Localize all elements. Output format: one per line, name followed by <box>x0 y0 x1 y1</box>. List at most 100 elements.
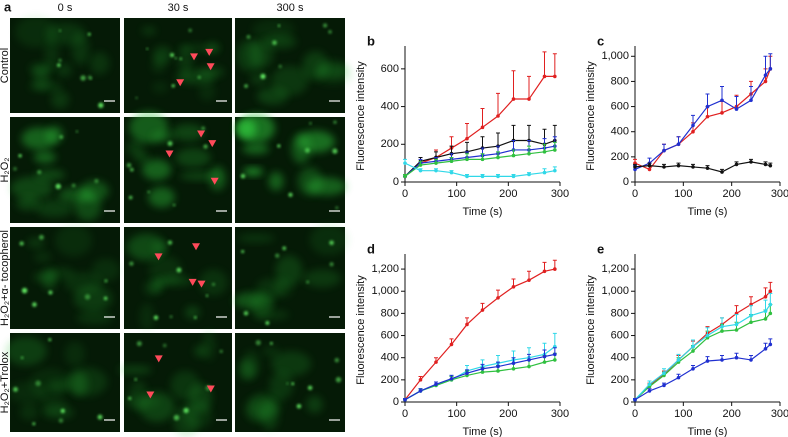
cell-glow <box>14 16 57 48</box>
data-point <box>705 104 710 109</box>
speck <box>21 287 28 294</box>
speck <box>174 57 177 60</box>
error-bar <box>480 107 485 128</box>
cell-glow <box>172 123 205 141</box>
speck <box>329 240 334 246</box>
data-point <box>511 153 516 158</box>
column-header: 0 s <box>58 2 73 14</box>
cell-glow <box>16 196 40 211</box>
speck <box>335 376 342 383</box>
x-tick-label: 200 <box>499 188 517 200</box>
y-tick-label: 800 <box>381 307 399 319</box>
micrograph-bg <box>124 18 232 113</box>
cell-glow <box>89 52 110 75</box>
cell-glow <box>237 233 275 243</box>
cell-glow <box>275 255 303 286</box>
speck <box>183 407 189 414</box>
cell-glow <box>194 345 207 358</box>
data-point <box>553 168 557 173</box>
data-point <box>768 311 773 316</box>
speck <box>170 53 175 58</box>
error-bar <box>527 75 531 100</box>
data-point <box>480 157 485 162</box>
error-bar <box>763 55 768 76</box>
cell-glow <box>35 169 66 181</box>
panel-label: a <box>4 0 12 14</box>
speck <box>334 357 339 363</box>
speck <box>241 250 245 254</box>
speck <box>270 342 273 345</box>
y-tick-label: 200 <box>381 374 399 386</box>
cell-glow <box>148 187 175 208</box>
cell-glow <box>242 143 270 154</box>
cell-glow <box>141 26 157 36</box>
series-line <box>404 145 555 177</box>
data-point <box>647 167 652 172</box>
speck <box>188 28 192 33</box>
data-point <box>542 170 547 175</box>
speck <box>20 356 24 360</box>
data-point <box>511 285 516 289</box>
cell-glow <box>44 39 59 70</box>
speck <box>94 178 99 183</box>
cell-glow <box>244 395 276 421</box>
data-point <box>465 371 469 376</box>
speck <box>57 63 61 67</box>
speck <box>32 422 36 426</box>
cell-glow <box>54 224 93 257</box>
speck <box>87 75 92 80</box>
speck <box>128 195 133 200</box>
cell-glow <box>248 39 274 69</box>
data-point <box>418 168 423 173</box>
speck <box>39 234 44 240</box>
data-point <box>465 322 469 327</box>
data-point <box>542 74 547 79</box>
speck <box>87 32 91 36</box>
cell-glow <box>256 277 286 298</box>
data-point <box>691 123 695 128</box>
cell-glow <box>76 311 113 325</box>
cell-glow <box>268 171 284 191</box>
y-axis-label: Fluorescence intensity <box>355 275 367 385</box>
data-point <box>496 369 500 373</box>
cell-glow <box>8 381 48 404</box>
arrowhead <box>146 391 155 399</box>
cell-glow <box>29 63 53 75</box>
y-tick-label: 0 <box>393 176 399 188</box>
cell-glow <box>139 302 155 331</box>
series-line <box>404 353 555 401</box>
speck <box>332 148 338 154</box>
speck <box>309 122 312 125</box>
data-point <box>662 371 666 376</box>
data-point <box>542 354 547 359</box>
cell-glow <box>235 292 264 307</box>
cell-glow <box>56 63 72 77</box>
data-point <box>749 98 753 103</box>
data-point <box>496 114 500 118</box>
row-label: H₂O₂+α- tocopherol <box>0 230 11 326</box>
arrowhead <box>165 150 174 158</box>
cell-glow <box>65 367 108 397</box>
cell-glow <box>42 267 57 291</box>
data-point <box>465 136 469 141</box>
speck <box>75 130 79 133</box>
speck <box>58 418 64 423</box>
speck <box>104 279 108 283</box>
speck <box>172 203 176 207</box>
cell-glow <box>306 395 323 414</box>
speck <box>275 253 280 258</box>
speck <box>323 23 328 28</box>
data-point <box>647 382 652 387</box>
data-point <box>553 358 557 362</box>
arrowhead <box>154 355 163 363</box>
x-tick-label: 200 <box>722 188 740 200</box>
micrograph <box>233 224 349 329</box>
data-point <box>676 358 681 362</box>
data-point <box>647 389 652 393</box>
speck <box>129 261 134 266</box>
speck <box>135 96 138 100</box>
cell-glow <box>199 269 228 296</box>
cell-glow <box>202 330 216 361</box>
speck <box>58 58 62 62</box>
y-axis-label: Fluorescence intensity <box>585 275 597 385</box>
